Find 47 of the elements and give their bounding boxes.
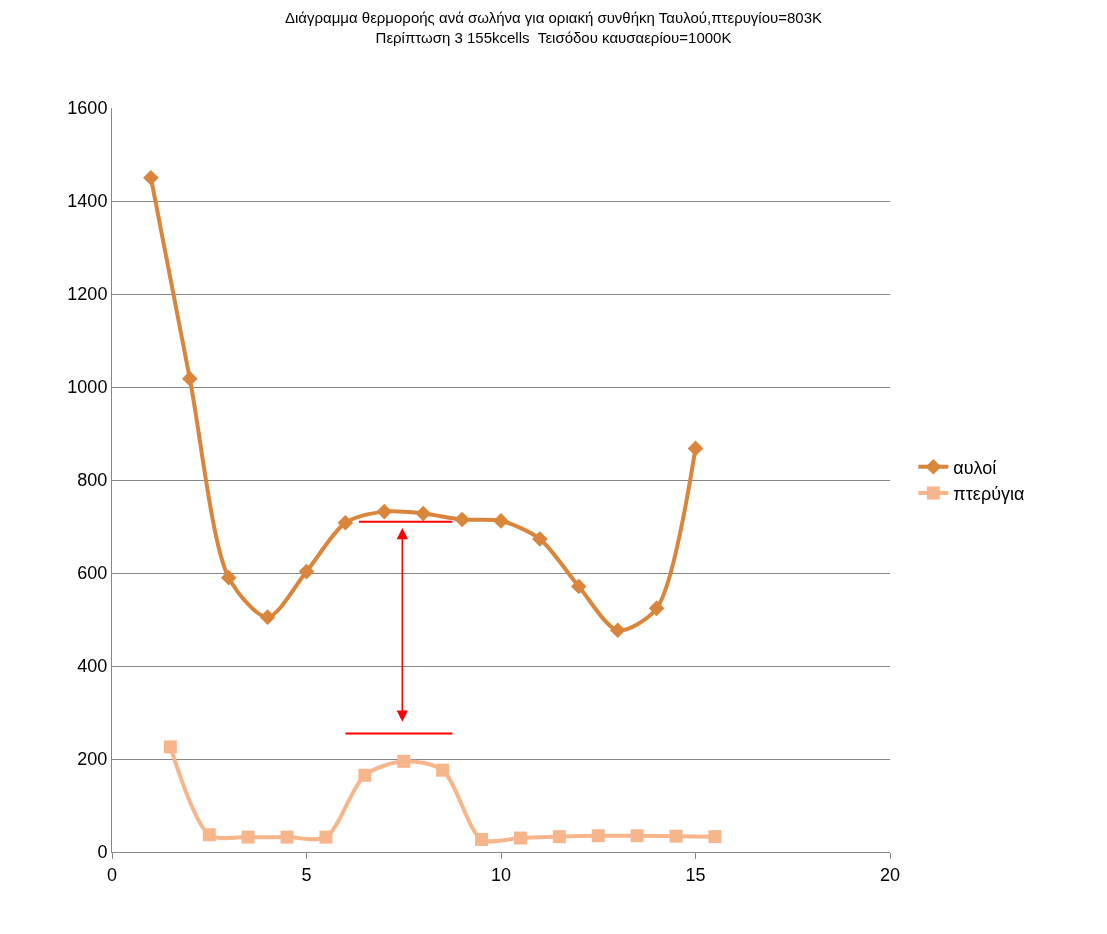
point <box>687 440 704 457</box>
point <box>202 828 216 842</box>
y-tick-label: 400 <box>77 656 108 677</box>
point <box>163 740 177 754</box>
y-tick-label: 1000 <box>67 377 108 398</box>
x-tick-label: 20 <box>879 864 901 885</box>
point <box>532 531 548 547</box>
point <box>337 514 354 531</box>
point <box>648 600 665 617</box>
point <box>475 832 489 846</box>
point <box>280 830 294 844</box>
point <box>319 830 333 844</box>
y-tick-label: 800 <box>77 470 108 491</box>
point <box>591 829 605 843</box>
y-tick-label: 0 <box>97 842 108 863</box>
legend-label: πτερύγια <box>953 484 1025 505</box>
point <box>220 569 237 586</box>
point <box>376 503 393 520</box>
point <box>182 370 198 387</box>
point <box>358 768 372 782</box>
chart-title: Διάγραμμα θερμοροής ανά σωλήνα για οριακή συνθήκη Ταυλού,πτερυγίου=803K <box>284 9 823 27</box>
chart-subtitle: Περίπτωση 3 155kcells Τεισόδου καυσαερίου=1000K <box>375 28 732 46</box>
point <box>259 609 276 625</box>
point <box>513 831 527 845</box>
x-tick-label: 5 <box>301 864 312 885</box>
point <box>397 754 411 768</box>
y-tick-label: 1600 <box>67 98 108 119</box>
point <box>415 505 431 522</box>
y-tick-label: 200 <box>77 749 108 770</box>
y-tick-label: 1400 <box>67 191 108 212</box>
point <box>493 513 509 529</box>
x-tick-label: 10 <box>490 864 512 885</box>
point <box>454 511 470 528</box>
point <box>630 829 644 843</box>
x-tick-label: 15 <box>685 864 706 885</box>
point <box>298 563 315 580</box>
point <box>609 622 626 638</box>
point <box>241 830 255 844</box>
y-tick-label: 600 <box>77 563 108 584</box>
legend-label: αυλοί <box>953 457 997 478</box>
point <box>552 830 566 844</box>
y-tick-label: 1200 <box>67 284 108 305</box>
point <box>708 830 722 844</box>
point <box>669 829 683 843</box>
point <box>571 578 587 595</box>
point <box>143 169 159 186</box>
point <box>436 763 450 777</box>
